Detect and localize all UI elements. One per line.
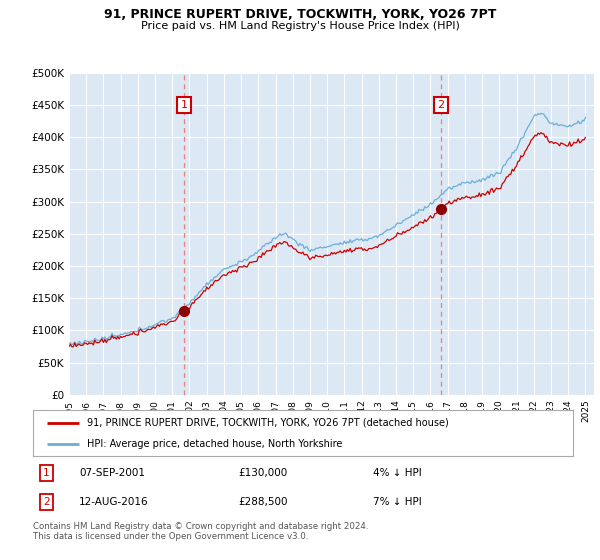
Text: 2: 2 [43, 497, 50, 507]
Text: 4% ↓ HPI: 4% ↓ HPI [373, 468, 422, 478]
Text: 07-SEP-2001: 07-SEP-2001 [79, 468, 145, 478]
Text: Contains HM Land Registry data © Crown copyright and database right 2024.
This d: Contains HM Land Registry data © Crown c… [33, 522, 368, 542]
Text: £130,000: £130,000 [238, 468, 287, 478]
Text: £288,500: £288,500 [238, 497, 288, 507]
Text: 7% ↓ HPI: 7% ↓ HPI [373, 497, 422, 507]
Text: 2: 2 [437, 100, 445, 110]
Text: 1: 1 [181, 100, 188, 110]
Text: 1: 1 [43, 468, 50, 478]
Text: 91, PRINCE RUPERT DRIVE, TOCKWITH, YORK, YO26 7PT: 91, PRINCE RUPERT DRIVE, TOCKWITH, YORK,… [104, 8, 496, 21]
Text: 91, PRINCE RUPERT DRIVE, TOCKWITH, YORK, YO26 7PT (detached house): 91, PRINCE RUPERT DRIVE, TOCKWITH, YORK,… [87, 418, 449, 428]
Text: Price paid vs. HM Land Registry's House Price Index (HPI): Price paid vs. HM Land Registry's House … [140, 21, 460, 31]
Text: 12-AUG-2016: 12-AUG-2016 [79, 497, 149, 507]
Text: HPI: Average price, detached house, North Yorkshire: HPI: Average price, detached house, Nort… [87, 439, 343, 449]
